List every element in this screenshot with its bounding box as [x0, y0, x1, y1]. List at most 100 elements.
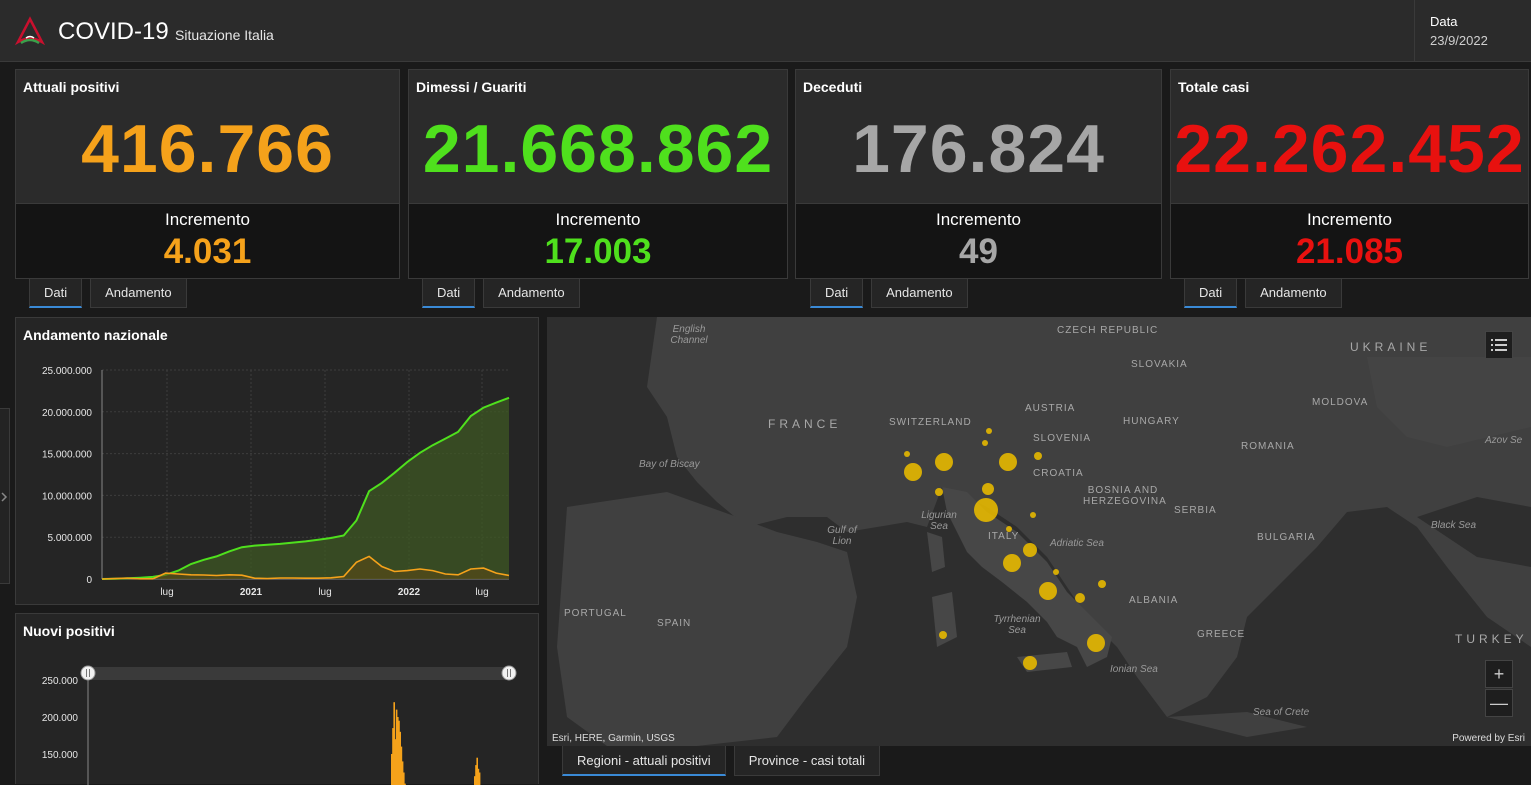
- card-increment-label: Incremento: [409, 210, 787, 230]
- map-label-austria: AUSTRIA: [1025, 403, 1075, 414]
- range-handle-right: [502, 666, 516, 680]
- card-increment-label: Incremento: [796, 210, 1161, 230]
- card-increment-box: Incremento 49: [796, 203, 1161, 278]
- tab-dati[interactable]: Dati: [810, 279, 863, 308]
- tab-andamento[interactable]: Andamento: [90, 279, 187, 308]
- date-label: Data: [1430, 14, 1457, 29]
- x-tick-label: lug: [318, 587, 331, 598]
- y-tick-label: 15.000.000: [42, 450, 92, 461]
- card-increment-box: Incremento 17.003: [409, 203, 787, 278]
- map-sea-ionian: Ionian Sea: [1110, 664, 1158, 675]
- map-label-bulgaria: BULGARIA: [1257, 532, 1316, 543]
- zoom-in-button[interactable]: +: [1485, 660, 1513, 688]
- map-sea-adriatic: Adriatic Sea: [1050, 538, 1104, 549]
- map-view[interactable]: CZECH REPUBLIC UKRAINE SLOVAKIA MOLDOVA …: [547, 317, 1531, 746]
- side-panel-toggle[interactable]: [0, 408, 10, 584]
- x-tick-label: lug: [475, 587, 488, 598]
- card-increment-value: 49: [796, 232, 1161, 272]
- app-title: COVID-19: [58, 18, 169, 46]
- card-value: 21.668.862: [409, 110, 787, 188]
- y-tick-label: 200.000: [42, 713, 79, 724]
- y-tick-label: 10.000.000: [42, 491, 92, 502]
- card-value: 176.824: [796, 110, 1161, 188]
- card-value: 416.766: [16, 110, 399, 188]
- card-tabs-totale: Dati Andamento: [1184, 279, 1350, 309]
- list-icon: [1491, 338, 1507, 352]
- map-label-moldova: MOLDOVA: [1312, 397, 1368, 408]
- card-title: Dimessi / Guariti: [416, 79, 526, 95]
- y-tick-label: 150.000: [42, 750, 79, 761]
- card-value: 22.262.452: [1171, 110, 1528, 188]
- app-header: COVID-19 Situazione Italia Data 23/9/202…: [0, 0, 1531, 62]
- national-trend-chart[interactable]: 25.000.00020.000.00015.000.00010.000.000…: [16, 318, 538, 604]
- tab-dati[interactable]: Dati: [422, 279, 475, 308]
- x-tick-label: 2022: [398, 587, 421, 598]
- zoom-out-button[interactable]: —: [1485, 689, 1513, 717]
- map-label-serbia: SERBIA: [1174, 505, 1217, 516]
- tab-regioni[interactable]: Regioni - attuali positivi: [562, 746, 726, 776]
- range-slider-track: [88, 667, 509, 680]
- map-label-italy: ITALY: [988, 531, 1019, 542]
- map-sea-black: Black Sea: [1431, 520, 1476, 531]
- map-sea-lion: Gulf of Lion: [821, 525, 863, 547]
- card-tabs-dimessi: Dati Andamento: [422, 279, 588, 309]
- map-label-spain: SPAIN: [657, 618, 691, 629]
- map-label-turkey: TURKEY: [1455, 632, 1528, 646]
- map-label-ukraine: UKRAINE: [1350, 340, 1431, 354]
- map-label-slovakia: SLOVAKIA: [1131, 359, 1188, 370]
- card-tabs-attuali: Dati Andamento: [29, 279, 195, 309]
- map-label-hungary: HUNGARY: [1123, 416, 1180, 427]
- tab-dati[interactable]: Dati: [1184, 279, 1237, 308]
- map-label-romania: ROMANIA: [1241, 441, 1295, 452]
- tab-andamento[interactable]: Andamento: [871, 279, 968, 308]
- map-sea-tyrrhenian: Tyrrhenian Sea: [989, 614, 1045, 636]
- y-tick-label: 5.000.000: [48, 533, 93, 544]
- tab-province[interactable]: Province - casi totali: [734, 746, 880, 776]
- card-title: Attuali positivi: [23, 79, 119, 95]
- date-box: Data 23/9/2022: [1414, 0, 1531, 62]
- card-increment-label: Incremento: [16, 210, 399, 230]
- map-label-france: FRANCE: [768, 417, 841, 431]
- card-attuali-positivi: Attuali positivi 416.766 Incremento 4.03…: [15, 69, 400, 279]
- app-subtitle: Situazione Italia: [175, 27, 274, 43]
- map-sea-english-channel: English Channel: [669, 324, 709, 346]
- tab-dati[interactable]: Dati: [29, 279, 82, 308]
- map-label-slovenia: SLOVENIA: [1033, 433, 1091, 444]
- map-attribution[interactable]: Esri, HERE, Garmin, USGS: [552, 733, 675, 744]
- range-handle-left: [81, 666, 95, 680]
- bar: [479, 773, 481, 785]
- card-increment-value: 4.031: [16, 232, 399, 272]
- card-dimessi-guariti: Dimessi / Guariti 21.668.862 Incremento …: [408, 69, 788, 279]
- new-positives-chart[interactable]: 250.000 200.000 150.000: [16, 614, 538, 785]
- tab-andamento[interactable]: Andamento: [1245, 279, 1342, 308]
- card-totale-casi: Totale casi 22.262.452 Incremento 21.085: [1170, 69, 1529, 279]
- y-tick-label: 25.000.000: [42, 366, 92, 377]
- card-increment-value: 17.003: [409, 232, 787, 272]
- map-sea-biscay: Bay of Biscay: [639, 459, 700, 470]
- card-title: Deceduti: [803, 79, 862, 95]
- x-tick-label: lug: [160, 587, 173, 598]
- map-tabs: Regioni - attuali positivi Province - ca…: [562, 746, 888, 776]
- map-label-portugal: PORTUGAL: [564, 608, 627, 619]
- map-label-greece: GREECE: [1197, 629, 1245, 640]
- map-label-croatia: CROATIA: [1033, 468, 1084, 479]
- card-tabs-deceduti: Dati Andamento: [810, 279, 976, 309]
- legend-list-button[interactable]: [1485, 331, 1513, 359]
- tab-andamento[interactable]: Andamento: [483, 279, 580, 308]
- map-sea-crete: Sea of Crete: [1253, 707, 1309, 718]
- series-area-guariti: [102, 398, 509, 579]
- chevron-right-icon: [0, 409, 10, 585]
- card-increment-value: 21.085: [1171, 232, 1528, 272]
- y-tick-label: 0: [86, 575, 92, 586]
- map-label-bosnia: BOSNIA AND HERZEGOVINA: [1083, 485, 1163, 507]
- map-label-switzerland: SWITZERLAND: [889, 417, 972, 428]
- map-basemap: [547, 317, 1531, 746]
- y-tick-label: 250.000: [42, 676, 79, 687]
- powered-by[interactable]: Powered by Esri: [1452, 733, 1525, 744]
- card-deceduti: Deceduti 176.824 Incremento 49: [795, 69, 1162, 279]
- map-label-albania: ALBANIA: [1129, 595, 1178, 606]
- card-increment-label: Incremento: [1171, 210, 1528, 230]
- map-label-czech: CZECH REPUBLIC: [1057, 325, 1158, 336]
